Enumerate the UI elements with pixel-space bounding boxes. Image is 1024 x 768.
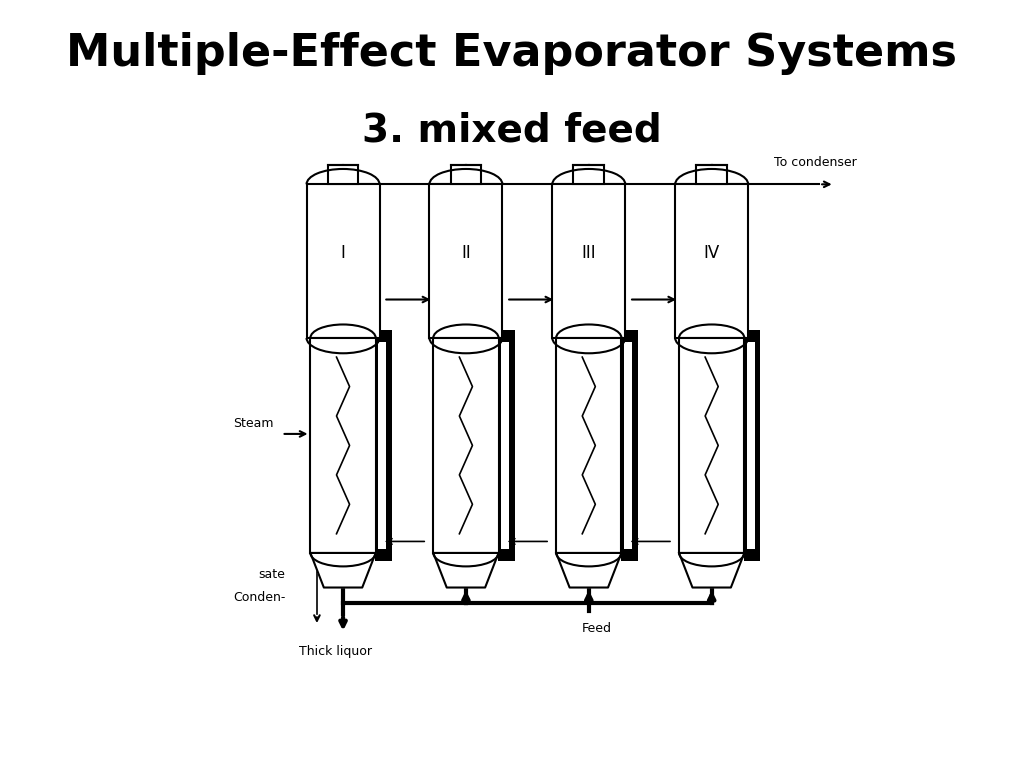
Text: Conden-: Conden- <box>233 591 286 604</box>
Text: Thick liquor: Thick liquor <box>299 645 372 658</box>
Bar <box>679 338 744 553</box>
Text: To condenser: To condenser <box>774 156 857 169</box>
Text: IV: IV <box>703 244 720 263</box>
Polygon shape <box>310 553 376 588</box>
Bar <box>451 165 481 184</box>
Bar <box>743 330 761 561</box>
Polygon shape <box>679 553 744 588</box>
Text: Steam: Steam <box>233 417 274 430</box>
Bar <box>746 342 755 549</box>
Bar <box>556 338 622 553</box>
Bar <box>621 330 638 561</box>
Text: 3. mixed feed: 3. mixed feed <box>362 111 662 150</box>
Bar <box>433 338 499 553</box>
Bar <box>624 342 632 549</box>
Bar <box>573 165 604 184</box>
Text: I: I <box>341 244 345 263</box>
Polygon shape <box>556 553 622 588</box>
Bar <box>328 165 358 184</box>
Text: sate: sate <box>259 568 286 581</box>
Text: II: II <box>461 244 471 263</box>
Text: Multiple-Effect Evaporator Systems: Multiple-Effect Evaporator Systems <box>67 32 957 75</box>
Bar <box>378 342 386 549</box>
Bar <box>498 330 515 561</box>
Polygon shape <box>433 553 499 588</box>
Bar <box>306 184 380 338</box>
Bar <box>675 184 749 338</box>
Bar <box>552 184 626 338</box>
Bar <box>696 165 727 184</box>
Text: III: III <box>582 244 596 263</box>
Bar <box>375 330 392 561</box>
Bar <box>429 184 503 338</box>
Text: Feed: Feed <box>582 622 611 635</box>
Bar <box>501 342 509 549</box>
Bar <box>310 338 376 553</box>
